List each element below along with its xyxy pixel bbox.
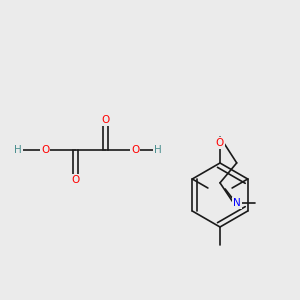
Text: O: O bbox=[41, 145, 49, 155]
Text: H: H bbox=[154, 145, 162, 155]
Text: O: O bbox=[216, 138, 224, 148]
Text: O: O bbox=[101, 115, 109, 125]
Text: O: O bbox=[71, 175, 79, 185]
Text: O: O bbox=[131, 145, 139, 155]
Text: H: H bbox=[14, 145, 22, 155]
Text: N: N bbox=[233, 198, 241, 208]
